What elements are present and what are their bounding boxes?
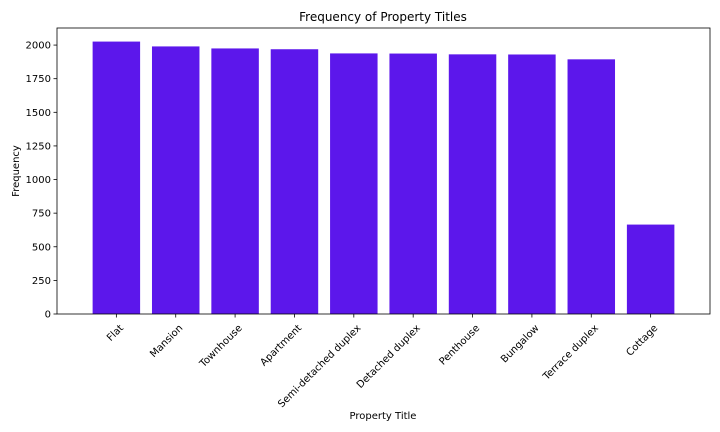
y-tick-label: 1250: [26, 141, 51, 152]
y-tick-label: 750: [32, 209, 51, 220]
bar-mansion: [151, 46, 200, 315]
bars-group: [92, 41, 675, 315]
y-axis: 0 250 500 750 1000 1250 1500 1750 2000: [26, 41, 57, 321]
bar-bungalow: [508, 54, 556, 315]
bar-terrace-duplex: [567, 59, 616, 314]
bar-detached-duplex: [389, 53, 437, 315]
bar-apartment: [270, 49, 319, 315]
y-tick-label: 1000: [26, 175, 51, 186]
y-tick-label: 2000: [26, 41, 51, 52]
y-tick-label: 1500: [26, 108, 51, 119]
y-axis-label: Frequency: [11, 145, 22, 197]
y-tick-label: 0: [45, 310, 51, 321]
bar-penthouse: [448, 54, 497, 314]
x-axis-label: Property Title: [350, 411, 417, 422]
y-tick-label: 500: [32, 242, 51, 253]
bar-townhouse: [211, 48, 259, 314]
plot-frame: [56, 27, 711, 315]
bar-cottage: [626, 224, 675, 314]
bar-flat: [92, 41, 141, 314]
y-tick-label: 250: [32, 276, 51, 287]
bar-semi-detached-duplex: [330, 53, 378, 314]
y-tick-label: 1750: [26, 74, 51, 85]
chart-title: Frequency of Property Titles: [299, 10, 467, 24]
